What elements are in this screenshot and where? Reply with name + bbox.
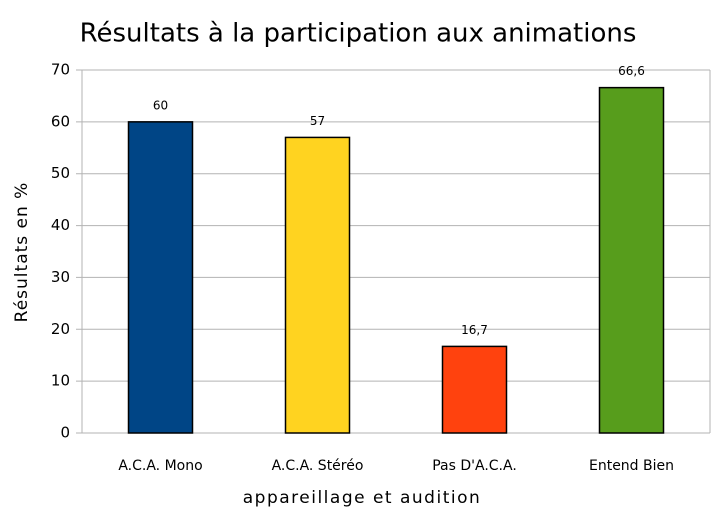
y-tick-label: 40 — [51, 216, 70, 234]
y-tick-label: 0 — [60, 424, 70, 442]
value-label: 57 — [310, 114, 325, 128]
x-tick-label: A.C.A. Stéréo — [272, 458, 364, 474]
y-tick-label: 60 — [51, 112, 70, 130]
value-label: 16,7 — [461, 323, 488, 337]
x-tick-label: Entend Bien — [589, 458, 674, 474]
value-label: 66,6 — [618, 64, 645, 78]
y-tick-label: 50 — [51, 164, 70, 182]
y-tick-label: 10 — [51, 372, 70, 390]
bar — [284, 136, 351, 434]
bar — [441, 345, 508, 434]
y-tick-label: 20 — [51, 320, 70, 338]
value-label: 60 — [153, 98, 168, 112]
chart-title: Résultats à la participation aux animati… — [80, 19, 637, 49]
x-tick-label: Pas D'A.C.A. — [432, 458, 517, 474]
bar — [598, 86, 665, 434]
y-axis-label: Résultats en % — [12, 182, 32, 323]
y-tick-label: 30 — [51, 268, 70, 286]
bar — [127, 121, 194, 434]
y-tick-label: 70 — [51, 61, 70, 79]
x-axis-label: appareillage et audition — [243, 488, 482, 508]
x-tick-label: A.C.A. Mono — [118, 458, 202, 474]
